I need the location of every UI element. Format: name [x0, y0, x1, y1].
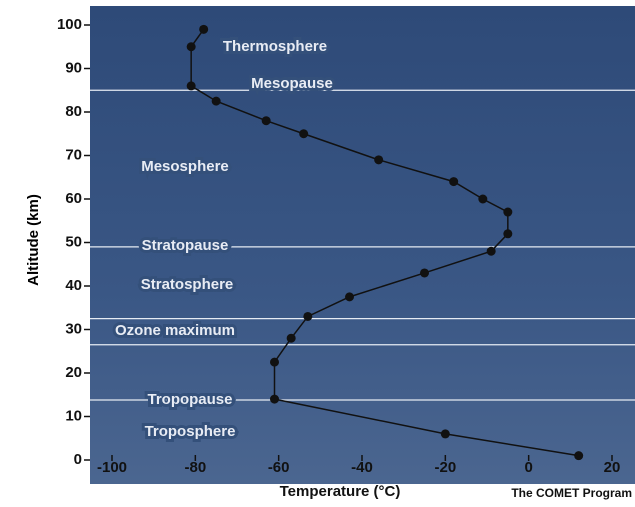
data-point — [440, 429, 450, 439]
y-tick-label: 10 — [65, 407, 82, 424]
layer-label: Stratosphere — [141, 276, 234, 293]
data-point — [574, 451, 584, 461]
credit: The COMET Program — [511, 486, 632, 500]
y-tick-label: 100 — [57, 16, 82, 33]
temperature-line — [190, 28, 579, 457]
data-point — [345, 292, 354, 302]
layer-label: Tropopause — [147, 391, 232, 408]
y-tick-label: 0 — [74, 451, 82, 468]
data-point — [478, 194, 488, 204]
data-point — [503, 207, 513, 217]
y-tick-label: 80 — [65, 103, 82, 120]
x-tick-label: -80 — [184, 459, 206, 476]
data-point — [186, 42, 196, 52]
data-point — [374, 155, 384, 165]
layer-label: Thermosphere — [223, 38, 327, 55]
data-point — [261, 116, 271, 126]
y-tick-label: 50 — [65, 233, 82, 250]
y-tick-label: 90 — [65, 59, 82, 76]
layer-label: Ozone maximum — [115, 322, 235, 339]
data-point — [420, 268, 429, 278]
x-tick-label: 20 — [604, 459, 621, 476]
plot-background — [90, 6, 635, 484]
data-point — [199, 24, 209, 34]
y-axis-label: Altitude (km) — [25, 194, 42, 286]
data-point — [211, 96, 221, 106]
data-point — [303, 311, 313, 321]
data-point — [486, 246, 496, 256]
y-tick-label: 40 — [65, 277, 82, 294]
y-tick-label: 30 — [65, 320, 82, 337]
layer-label: Mesopause — [251, 75, 333, 92]
data-point — [286, 333, 296, 343]
x-tick-label: -60 — [268, 459, 290, 476]
x-tick-label: -20 — [434, 459, 456, 476]
y-tick-label: 20 — [65, 364, 82, 381]
data-point — [503, 229, 513, 239]
y-tick-label: 60 — [65, 190, 82, 207]
layer-label: Troposphere — [145, 423, 236, 440]
x-tick-label: 0 — [524, 459, 532, 476]
x-tick-label: -100 — [97, 459, 127, 476]
x-tick-label: -40 — [351, 459, 373, 476]
y-tick-label: 70 — [65, 146, 82, 163]
layer-label: Stratopause — [142, 237, 229, 254]
data-point — [449, 177, 459, 187]
data-point — [270, 357, 279, 367]
x-axis-label: Temperature (°C) — [280, 483, 401, 500]
data-point — [299, 129, 309, 139]
data-point — [186, 81, 196, 91]
data-point — [270, 394, 279, 404]
layer-label: Mesosphere — [141, 158, 229, 175]
